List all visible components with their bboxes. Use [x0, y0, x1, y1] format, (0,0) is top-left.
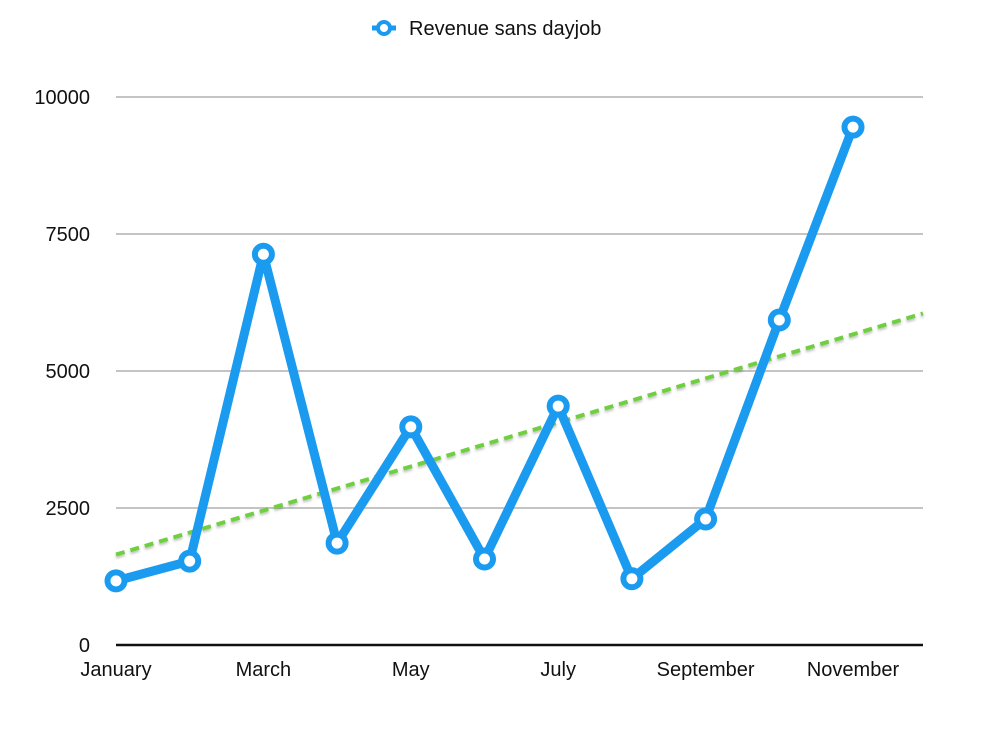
- y-axis-ticks: 0 2500 5000 7500 10000: [34, 87, 90, 657]
- trendline-layer: [115, 311, 924, 557]
- x-tick-label: May: [392, 659, 430, 681]
- series-layer: [104, 115, 865, 593]
- data-point: [325, 531, 349, 555]
- data-point: [620, 567, 644, 591]
- data-point: [473, 547, 496, 571]
- data-point: [694, 507, 718, 531]
- x-axis-ticks: January March May July September November: [80, 659, 899, 681]
- data-point: [767, 308, 791, 332]
- data-point: [546, 394, 570, 418]
- y-tick-label: 7500: [46, 224, 91, 246]
- legend: Revenue sans dayjob: [372, 18, 601, 40]
- x-tick-label: March: [236, 659, 292, 681]
- x-tick-label: July: [540, 659, 576, 681]
- x-tick-label: January: [80, 659, 151, 681]
- data-point: [104, 569, 128, 593]
- data-point: [841, 115, 865, 139]
- y-tick-label: 5000: [46, 361, 91, 383]
- data-point: [399, 415, 423, 439]
- y-tick-label: 0: [79, 635, 90, 657]
- y-tick-label: 2500: [46, 498, 91, 520]
- trendline: [115, 311, 924, 557]
- legend-swatch-marker: [376, 20, 392, 36]
- x-tick-label: September: [657, 659, 755, 681]
- x-tick-label: November: [807, 659, 900, 681]
- data-point: [251, 242, 275, 266]
- legend-label: Revenue sans dayjob: [409, 18, 601, 40]
- grid-lines: [116, 96, 923, 509]
- series-line: [111, 122, 858, 586]
- y-tick-label: 10000: [34, 87, 90, 109]
- data-point: [178, 549, 202, 573]
